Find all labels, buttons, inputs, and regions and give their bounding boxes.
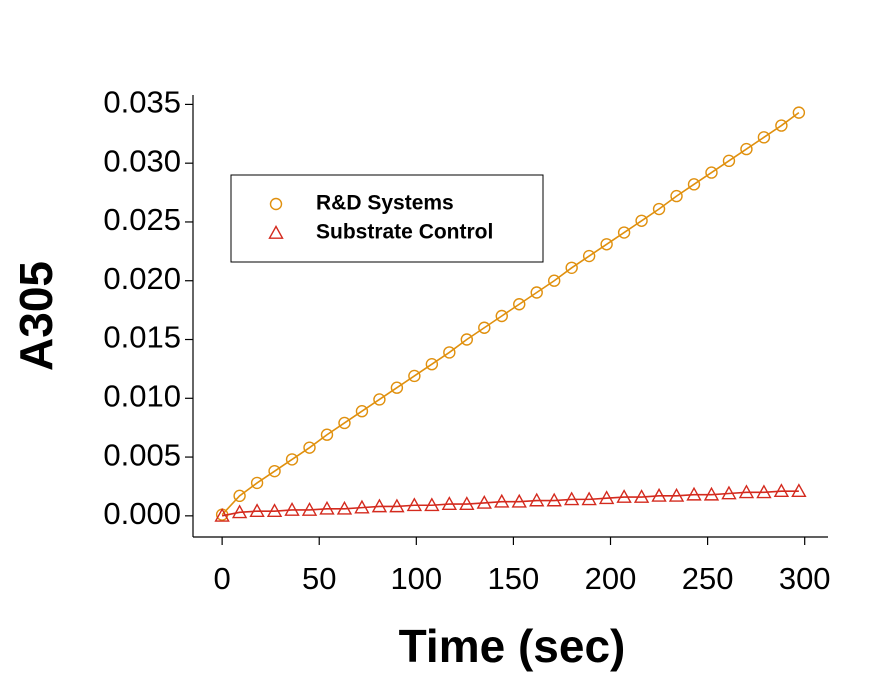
marker-triangle [703,486,720,501]
y-tick-label: 0.025 [103,202,181,237]
x-tick-label: 100 [390,561,442,596]
marker-triangle [301,502,318,516]
legend-label: R&D Systems [316,192,454,215]
y-tick-label: 0.010 [103,378,181,413]
marker-circle [565,261,578,275]
marker-circle [705,166,718,179]
marker-triangle [668,487,685,502]
y-tick-label: 0.015 [103,320,181,355]
marker-triangle [371,498,388,513]
marker-circle [687,178,701,191]
marker-triangle [721,485,737,500]
y-tick-label: 0.020 [103,261,181,296]
marker-circle [757,131,771,144]
legend-marker [269,197,283,211]
marker-triangle [249,503,265,518]
marker-triangle [686,486,702,501]
fit-line [221,111,800,516]
marker-triangle [406,497,423,512]
marker-triangle [266,503,283,518]
marker-circle [408,369,421,383]
marker-triangle [651,487,667,502]
x-tick-label: 50 [302,561,336,596]
x-tick-label: 0 [214,561,231,596]
marker-circle [320,428,334,441]
y-axis-title: A305 [10,261,62,371]
y-tick-label: 0.030 [103,143,181,178]
marker-circle [460,333,474,346]
marker-circle [513,298,526,311]
marker-circle [425,357,439,371]
marker-triangle [476,494,492,509]
marker-triangle [738,484,755,499]
marker-triangle [598,490,615,505]
marker-circle [233,489,246,503]
marker-triangle [546,492,562,507]
marker-circle [582,249,596,263]
marker-triangle [529,492,545,507]
marker-triangle [511,493,527,508]
marker-circle [617,226,631,239]
marker-triangle [389,498,405,513]
legend [230,174,544,263]
marker-circle [652,202,666,216]
marker-triangle [581,491,597,506]
marker-triangle [616,489,632,503]
marker-circle [722,154,736,168]
legend-label: Substrate Control [316,221,493,244]
y-tick-label: 0.035 [103,85,181,120]
marker-triangle [214,507,230,522]
fit-line [221,490,799,517]
marker-circle [478,321,491,334]
marker-triangle [459,496,475,510]
marker-circle [250,476,264,490]
marker-triangle [773,483,790,498]
marker-triangle [494,493,510,508]
marker-circle [443,346,456,359]
marker-circle [600,238,613,251]
marker-circle [740,142,753,156]
y-tick-label: 0.000 [103,496,181,531]
marker-triangle [319,500,335,515]
marker-circle [390,381,404,394]
marker-triangle [563,491,580,506]
marker-circle [530,286,543,299]
y-tick-label: 0.005 [103,437,181,472]
x-tick-label: 300 [779,561,831,596]
marker-circle [635,214,648,227]
marker-triangle [441,496,458,510]
marker-circle [373,393,386,406]
marker-triangle [284,502,300,516]
marker-triangle [791,483,807,498]
x-tick-label: 200 [585,561,637,596]
legend-marker [268,225,284,239]
x-tick-label: 150 [488,561,540,596]
marker-triangle [756,484,772,499]
marker-circle [285,453,299,466]
marker-circle [355,405,369,418]
marker-triangle [424,497,440,512]
marker-circle [670,189,683,203]
marker-triangle [633,489,650,503]
marker-circle [495,309,508,323]
marker-circle [338,416,351,430]
marker-circle [547,274,561,287]
marker-triangle [336,500,353,515]
x-tick-label: 250 [682,561,734,596]
marker-circle [775,119,788,132]
marker-circle [792,106,806,119]
x-axis-title: Time (sec) [399,620,626,672]
marker-triangle [354,499,370,514]
marker-triangle [231,504,248,519]
marker-circle [268,464,281,478]
marker-circle [303,441,316,454]
